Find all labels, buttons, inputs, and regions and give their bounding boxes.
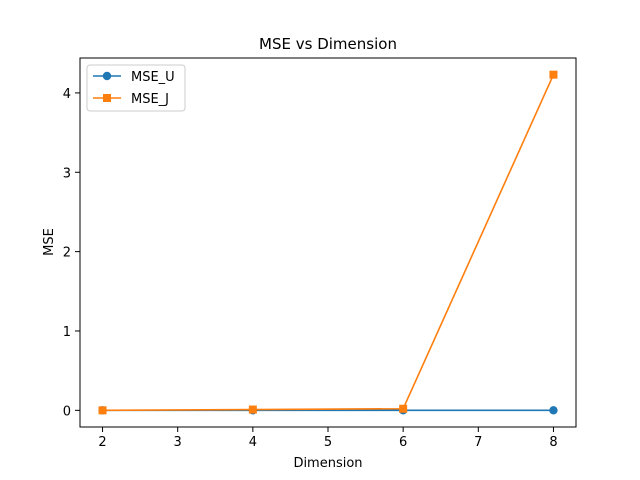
data-point-mse_j — [98, 406, 107, 415]
data-point-mse_j — [248, 405, 257, 414]
x-tick-label: 5 — [324, 435, 332, 450]
y-tick-label: 0 — [63, 404, 71, 419]
y-tick-label: 2 — [63, 246, 71, 261]
legend-marker-mse_j — [103, 94, 111, 102]
plot-area: 2 3 4 5 6 7 8 0 1 2 3 4 MSE_U MSE_J — [63, 57, 577, 450]
y-axis-label: MSE — [42, 228, 57, 256]
series-line-mse_j — [102, 74, 555, 412]
x-tick-label: 4 — [249, 435, 257, 450]
legend-label-mse_j: MSE_J — [131, 92, 169, 107]
x-tick-label: 6 — [399, 435, 407, 450]
y-tick-label: 1 — [63, 325, 71, 340]
legend-marker-mse_u — [102, 71, 112, 81]
y-tick-label: 4 — [63, 87, 71, 102]
x-tick-label: 3 — [174, 435, 182, 450]
y-tick-label: 3 — [63, 166, 71, 181]
chart-title: MSE vs Dimension — [259, 35, 397, 53]
plot-frame — [79, 57, 577, 428]
x-tick-label: 7 — [474, 435, 482, 450]
x-tick-label: 2 — [98, 435, 106, 450]
x-axis-label: Dimension — [293, 456, 362, 471]
x-tick-label: 8 — [549, 435, 557, 450]
legend-label-mse_u: MSE_U — [131, 70, 175, 85]
data-point-mse_u — [549, 406, 558, 415]
data-point-mse_j — [399, 404, 408, 413]
data-point-mse_j — [549, 70, 558, 79]
